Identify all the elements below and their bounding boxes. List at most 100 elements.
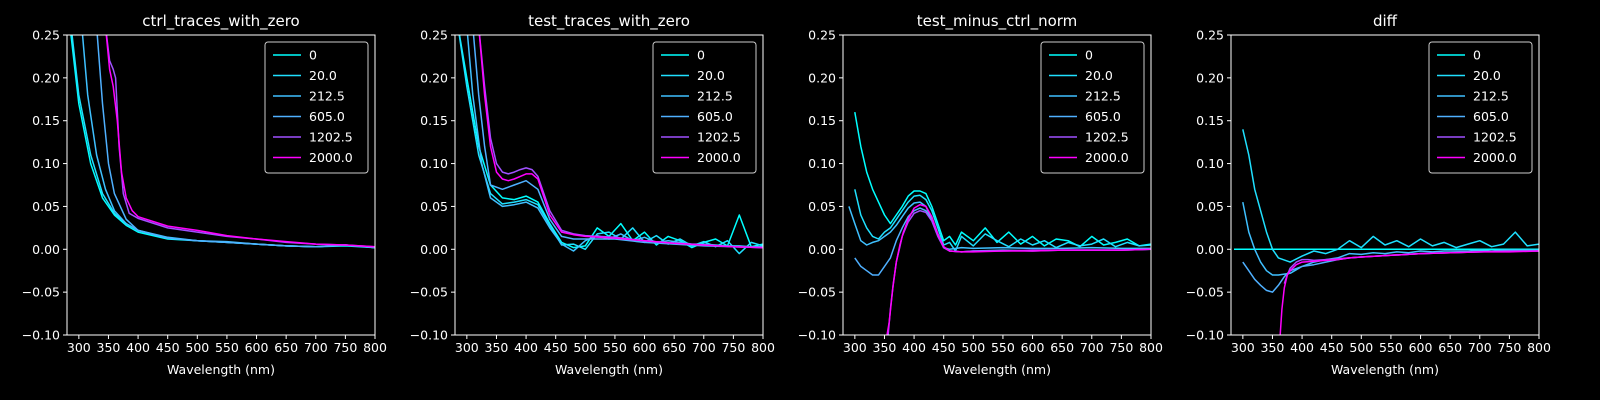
y-tick-label: 0.00 — [420, 242, 448, 257]
legend-entry: 212.5 — [1085, 89, 1121, 104]
series-line-1202.5 — [887, 209, 1151, 335]
plot-area — [458, 35, 763, 255]
legend-entry: 1202.5 — [309, 130, 353, 145]
x-tick-label: 350 — [97, 340, 121, 355]
x-axis-label: Wavelength (nm) — [555, 362, 663, 377]
x-tick-label: 300 — [455, 340, 479, 355]
x-tick-label: 800 — [751, 340, 775, 355]
y-tick-label: 0.05 — [420, 199, 448, 214]
series-line-0 — [854, 111, 1151, 248]
legend-entry: 605.0 — [1473, 109, 1509, 124]
plot-area — [70, 35, 375, 249]
x-tick-label: 800 — [363, 340, 387, 355]
legend-entry: 1202.5 — [697, 130, 741, 145]
y-tick-label: 0.10 — [32, 156, 60, 171]
y-tick-label: 0.00 — [808, 242, 836, 257]
plot-area — [848, 111, 1151, 335]
legend-entry: 2000.0 — [1473, 150, 1517, 165]
y-tick-label: −0.10 — [1186, 328, 1224, 343]
y-tick-label: 0.15 — [32, 113, 60, 128]
chart-title: test_minus_ctrl_norm — [917, 12, 1078, 31]
legend-entry: 0 — [1085, 48, 1093, 63]
legend-entry: 605.0 — [1085, 109, 1121, 124]
x-tick-label: 600 — [245, 340, 269, 355]
axes-frame — [1230, 34, 1540, 336]
plot-area — [1234, 129, 1539, 335]
y-tick-label: 0.10 — [1196, 156, 1224, 171]
x-tick-label: 500 — [573, 340, 597, 355]
x-tick-label: 500 — [961, 340, 985, 355]
legend-entry: 20.0 — [309, 68, 337, 83]
legend-entry: 2000.0 — [1085, 150, 1129, 165]
x-tick-label: 600 — [1409, 340, 1433, 355]
x-axis-label: Wavelength (nm) — [167, 362, 275, 377]
y-tick-label: 0.20 — [32, 70, 60, 85]
x-axis-label: Wavelength (nm) — [943, 362, 1051, 377]
y-tick-label: −0.05 — [410, 285, 448, 300]
chart-panel-3: 300 350 400 450 500 550 600 650 700 750 800 −0.10 −0… — [1186, 12, 1551, 377]
legend-entry: 1202.5 — [1085, 130, 1129, 145]
y-tick-label: 0.25 — [32, 28, 60, 43]
y-tick-label: 0.05 — [808, 199, 836, 214]
x-tick-label: 400 — [1290, 340, 1314, 355]
y-tick-label: 0.05 — [32, 199, 60, 214]
y-tick-label: 0.15 — [420, 113, 448, 128]
chart-title: diff — [1373, 12, 1398, 30]
x-tick-label: 650 — [274, 340, 298, 355]
x-tick-label: 300 — [67, 340, 91, 355]
y-tick-label: 0.15 — [808, 113, 836, 128]
legend-entry: 605.0 — [697, 109, 733, 124]
series-line-212.5 — [1242, 201, 1539, 276]
y-tick-label: −0.10 — [410, 328, 448, 343]
x-tick-label: 300 — [1231, 340, 1255, 355]
y-tick-label: −0.05 — [798, 285, 836, 300]
x-tick-label: 450 — [1320, 340, 1344, 355]
series-line-1202.5 — [1283, 250, 1539, 284]
x-tick-label: 550 — [1379, 340, 1403, 355]
chart-title: test_traces_with_zero — [528, 12, 690, 31]
x-tick-label: 750 — [333, 340, 357, 355]
x-tick-label: 550 — [215, 340, 239, 355]
legend: 0 20.0 212.5 605.0 1202.5 2000.0 — [264, 41, 369, 174]
y-tick-label: 0.10 — [808, 156, 836, 171]
legend: 0 20.0 212.5 605.0 1202.5 2000.0 — [1040, 41, 1145, 174]
x-tick-label: 350 — [485, 340, 509, 355]
x-tick-label: 650 — [662, 340, 686, 355]
y-tick-label: 0.05 — [1196, 199, 1224, 214]
y-tick-label: −0.05 — [22, 285, 60, 300]
x-tick-label: 500 — [1349, 340, 1373, 355]
x-tick-label: 700 — [1468, 340, 1492, 355]
x-tick-label: 350 — [873, 340, 897, 355]
series-line-2000.0 — [478, 35, 763, 249]
legend-entry: 212.5 — [697, 89, 733, 104]
x-tick-label: 750 — [721, 340, 745, 355]
x-tick-label: 550 — [991, 340, 1015, 355]
legend: 0 20.0 212.5 605.0 1202.5 2000.0 — [652, 41, 757, 174]
y-tick-label: 0.00 — [32, 242, 60, 257]
x-tick-label: 800 — [1139, 340, 1163, 355]
x-tick-label: 550 — [603, 340, 627, 355]
series-line-605.0 — [96, 35, 375, 249]
x-tick-label: 350 — [1261, 340, 1285, 355]
legend-entry: 212.5 — [309, 89, 345, 104]
y-tick-label: 0.25 — [420, 28, 448, 43]
axes-frame — [842, 34, 1152, 336]
x-tick-label: 300 — [843, 340, 867, 355]
legend-entry: 2000.0 — [309, 150, 353, 165]
axes-frame — [66, 34, 376, 336]
x-tick-label: 600 — [633, 340, 657, 355]
x-tick-label: 400 — [126, 340, 150, 355]
x-tick-label: 800 — [1527, 340, 1551, 355]
y-tick-label: 0.20 — [808, 70, 836, 85]
series-line-605.0 — [472, 35, 763, 249]
legend-entry: 605.0 — [309, 109, 345, 124]
y-tick-label: 0.25 — [808, 28, 836, 43]
series-line-2000.0 — [886, 203, 1151, 335]
x-tick-label: 700 — [304, 340, 328, 355]
x-tick-label: 700 — [1080, 340, 1104, 355]
x-tick-label: 450 — [932, 340, 956, 355]
x-axis-label: Wavelength (nm) — [1331, 362, 1439, 377]
series-line-2000.0 — [1279, 250, 1539, 335]
x-tick-label: 650 — [1438, 340, 1462, 355]
x-tick-label: 450 — [156, 340, 180, 355]
